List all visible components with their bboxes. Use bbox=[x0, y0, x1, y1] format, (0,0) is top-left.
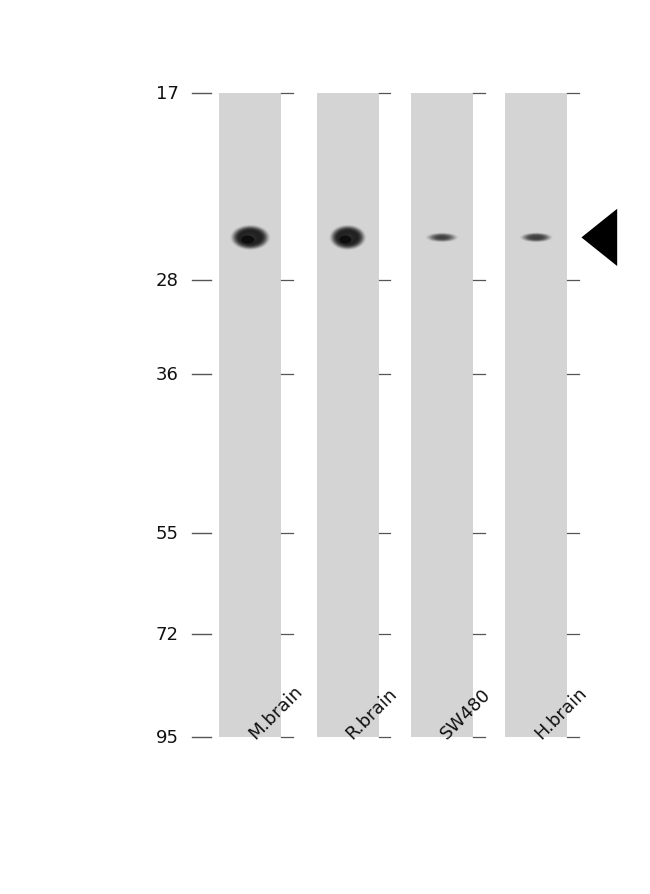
Ellipse shape bbox=[433, 235, 451, 240]
Ellipse shape bbox=[434, 236, 450, 240]
Ellipse shape bbox=[526, 235, 547, 241]
Ellipse shape bbox=[440, 238, 444, 239]
Ellipse shape bbox=[240, 232, 261, 245]
Ellipse shape bbox=[343, 235, 352, 241]
Ellipse shape bbox=[428, 234, 456, 242]
Ellipse shape bbox=[524, 234, 548, 241]
FancyBboxPatch shape bbox=[220, 94, 281, 738]
Ellipse shape bbox=[534, 238, 538, 239]
Ellipse shape bbox=[426, 233, 458, 243]
Ellipse shape bbox=[230, 225, 270, 251]
Ellipse shape bbox=[532, 237, 541, 240]
Ellipse shape bbox=[247, 236, 254, 240]
Ellipse shape bbox=[248, 237, 252, 240]
Ellipse shape bbox=[337, 231, 359, 246]
Ellipse shape bbox=[342, 234, 354, 242]
Ellipse shape bbox=[336, 230, 359, 246]
FancyBboxPatch shape bbox=[506, 94, 567, 738]
Ellipse shape bbox=[338, 232, 358, 245]
Ellipse shape bbox=[245, 235, 255, 241]
Text: H.brain: H.brain bbox=[531, 683, 590, 742]
Text: M.brain: M.brain bbox=[245, 681, 306, 742]
Ellipse shape bbox=[530, 236, 542, 240]
Ellipse shape bbox=[237, 230, 264, 247]
Ellipse shape bbox=[233, 227, 267, 249]
Ellipse shape bbox=[340, 232, 356, 243]
Ellipse shape bbox=[341, 233, 355, 243]
Ellipse shape bbox=[238, 230, 263, 246]
Ellipse shape bbox=[427, 233, 457, 242]
Ellipse shape bbox=[335, 230, 360, 247]
Ellipse shape bbox=[246, 235, 255, 240]
Ellipse shape bbox=[333, 228, 363, 249]
Text: R.brain: R.brain bbox=[343, 684, 400, 742]
Ellipse shape bbox=[344, 236, 351, 240]
Ellipse shape bbox=[243, 233, 257, 243]
Ellipse shape bbox=[523, 234, 550, 242]
Ellipse shape bbox=[330, 225, 367, 251]
Ellipse shape bbox=[231, 226, 269, 250]
FancyBboxPatch shape bbox=[411, 94, 473, 738]
Ellipse shape bbox=[244, 234, 257, 242]
Ellipse shape bbox=[241, 236, 254, 244]
Text: 17: 17 bbox=[156, 85, 179, 103]
Ellipse shape bbox=[240, 232, 260, 244]
Ellipse shape bbox=[334, 229, 361, 248]
Ellipse shape bbox=[436, 236, 448, 240]
Ellipse shape bbox=[527, 235, 545, 240]
Ellipse shape bbox=[437, 237, 447, 240]
Ellipse shape bbox=[346, 237, 350, 240]
FancyBboxPatch shape bbox=[317, 94, 378, 738]
Ellipse shape bbox=[347, 238, 349, 239]
Ellipse shape bbox=[249, 238, 252, 239]
Ellipse shape bbox=[330, 226, 365, 250]
Ellipse shape bbox=[528, 236, 544, 240]
Ellipse shape bbox=[520, 233, 552, 243]
Ellipse shape bbox=[235, 228, 266, 249]
Text: 36: 36 bbox=[156, 366, 179, 384]
Ellipse shape bbox=[242, 232, 259, 243]
Text: SW480: SW480 bbox=[437, 685, 494, 742]
Ellipse shape bbox=[432, 235, 452, 241]
Ellipse shape bbox=[344, 235, 352, 240]
Ellipse shape bbox=[439, 237, 445, 239]
Ellipse shape bbox=[332, 227, 364, 249]
Ellipse shape bbox=[430, 234, 454, 241]
Text: 28: 28 bbox=[156, 272, 179, 290]
Polygon shape bbox=[581, 209, 617, 266]
Ellipse shape bbox=[232, 227, 268, 249]
Text: 72: 72 bbox=[156, 625, 179, 643]
Ellipse shape bbox=[339, 232, 356, 244]
Ellipse shape bbox=[339, 236, 351, 244]
Ellipse shape bbox=[521, 233, 551, 242]
Ellipse shape bbox=[235, 229, 265, 248]
Ellipse shape bbox=[332, 227, 363, 249]
Ellipse shape bbox=[533, 237, 540, 239]
Text: 55: 55 bbox=[156, 524, 179, 542]
Ellipse shape bbox=[239, 231, 262, 246]
Text: 95: 95 bbox=[156, 729, 179, 746]
